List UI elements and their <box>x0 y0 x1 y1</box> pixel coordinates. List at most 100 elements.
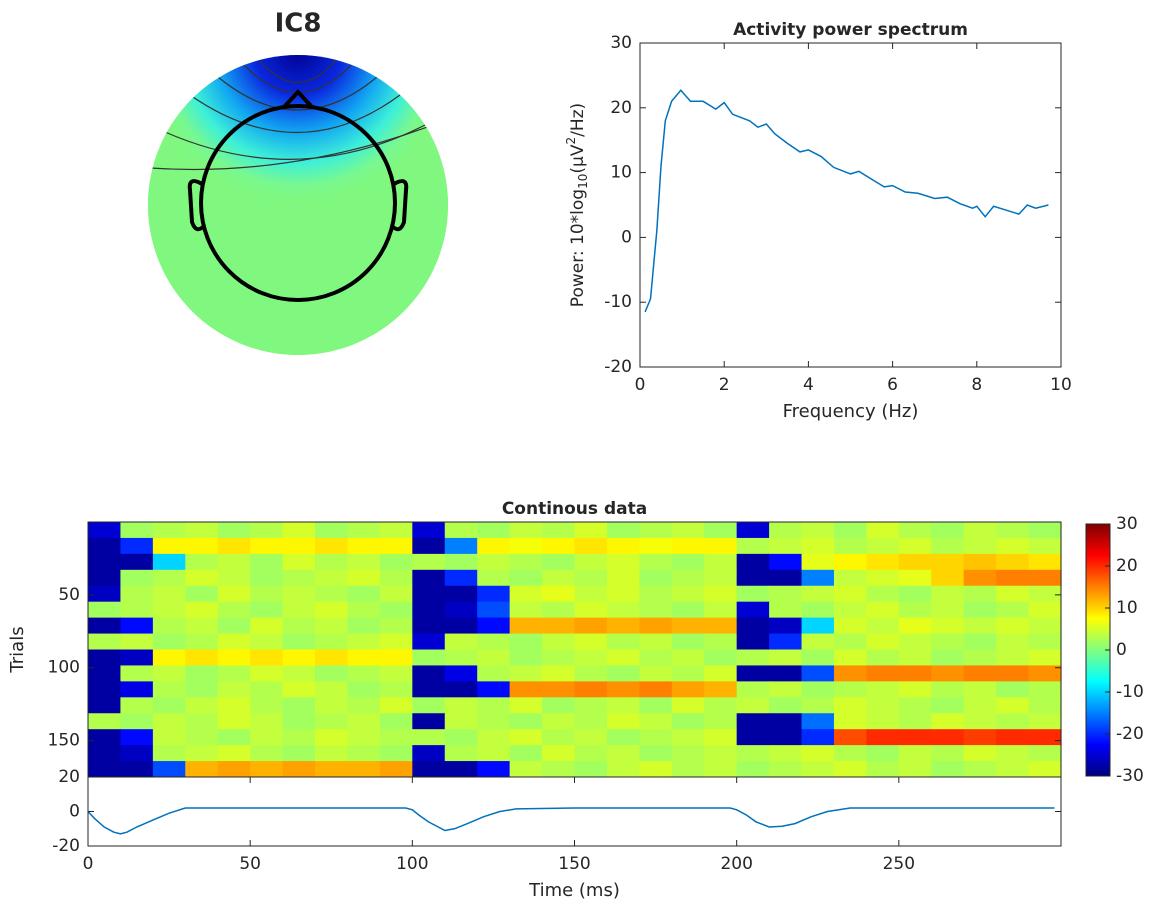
heatmap-cell <box>88 713 122 730</box>
heatmap-cell <box>88 569 122 587</box>
heatmap-cell <box>639 585 673 603</box>
heatmap-cell <box>185 681 219 698</box>
heatmap-cell <box>88 601 122 619</box>
heatmap-cell <box>315 713 349 730</box>
heatmap-cell <box>963 681 997 698</box>
right-ear <box>390 179 409 232</box>
heatmap-cell <box>931 633 965 651</box>
heatmap-cell <box>671 569 705 587</box>
heatmap-cell <box>282 729 316 746</box>
heatmap-cell <box>250 569 284 587</box>
heatmap-cell <box>606 649 640 667</box>
heatmap-cell <box>833 537 867 555</box>
heatmap-cell <box>152 617 186 635</box>
heatmap-cell <box>704 553 738 571</box>
heatmap-cell <box>704 713 738 730</box>
heatmap-cell <box>444 681 478 698</box>
heatmap-cell <box>444 585 478 603</box>
heatmap-cell <box>639 569 673 587</box>
y-tick-label: 20 <box>610 98 632 118</box>
nose <box>282 89 314 109</box>
heatmap-cell <box>250 665 284 682</box>
heatmap-cell <box>574 745 608 762</box>
heatmap-cell <box>801 569 835 587</box>
heatmap-cell <box>250 522 284 539</box>
heatmap-cell <box>963 761 997 778</box>
heatmap-cell <box>574 729 608 746</box>
heatmap-cell <box>185 553 219 571</box>
heatmap-cell <box>963 537 997 555</box>
colorbar-tick-label: 20 <box>1116 556 1138 576</box>
heatmap-cell <box>574 697 608 714</box>
heatmap-cell <box>833 601 867 619</box>
heatmap-cell <box>120 537 154 555</box>
heatmap-cell <box>1028 537 1062 555</box>
heatmap-cell <box>671 665 705 682</box>
heatmap-cell <box>315 697 349 714</box>
heatmap-cell <box>801 601 835 619</box>
heatmap-cell <box>347 617 381 635</box>
heatmap-cell <box>152 729 186 746</box>
heatmap-cell <box>1028 601 1062 619</box>
heatmap-cell <box>185 617 219 635</box>
heatmap-cell <box>574 617 608 635</box>
heatmap-cell <box>315 649 349 667</box>
heatmap-cell <box>509 633 543 651</box>
heatmap-cell <box>477 649 511 667</box>
heatmap-cell <box>606 761 640 778</box>
x-tick-label: 4 <box>803 375 814 395</box>
heatmap-cell <box>833 585 867 603</box>
heatmap-cell <box>282 617 316 635</box>
heatmap-cell <box>931 601 965 619</box>
y-axis-label: Trials <box>7 626 28 673</box>
heatmap-cell <box>996 553 1030 571</box>
heatmap-cell <box>282 585 316 603</box>
heatmap-cell <box>444 569 478 587</box>
heatmap-cell <box>866 633 900 651</box>
heatmap-cell <box>833 729 867 746</box>
heatmap-cell <box>444 729 478 746</box>
heatmap-cell <box>412 729 446 746</box>
axes-background <box>88 777 1061 846</box>
heatmap-cell <box>606 745 640 762</box>
heatmap-cell <box>963 745 997 762</box>
heatmap-cell <box>704 569 738 587</box>
heatmap-cell <box>866 522 900 539</box>
heatmap-cell <box>152 553 186 571</box>
heatmap-cell <box>769 729 803 746</box>
heatmap-cell <box>120 633 154 651</box>
heatmap-cell <box>963 665 997 682</box>
heatmap-cell <box>801 681 835 698</box>
heatmap-cell <box>606 617 640 635</box>
heatmap-cell <box>444 537 478 555</box>
heatmap-cell <box>477 617 511 635</box>
heatmap-cell <box>1028 649 1062 667</box>
heatmap-cell <box>639 537 673 555</box>
heatmap-cell <box>671 601 705 619</box>
heatmap-cell <box>931 761 965 778</box>
heatmap-cell <box>801 729 835 746</box>
heatmap-cell <box>217 569 251 587</box>
heatmap-cell <box>120 601 154 619</box>
heatmap-cell <box>866 553 900 571</box>
heatmap-cell <box>444 617 478 635</box>
heatmap-cell <box>509 569 543 587</box>
heatmap-cell <box>866 665 900 682</box>
heatmap-cell <box>996 745 1030 762</box>
heatmap-cell <box>996 713 1030 730</box>
y-tick-label: -10 <box>604 292 632 312</box>
x-tick-label: 250 <box>883 854 915 874</box>
heatmap-cell <box>120 649 154 667</box>
heatmap-cell <box>736 537 770 555</box>
heatmap-cell <box>769 665 803 682</box>
heatmap-cell <box>379 697 413 714</box>
heatmap-cell <box>769 585 803 603</box>
heatmap-cell <box>1028 713 1062 730</box>
heatmap-cell <box>379 601 413 619</box>
heatmap-cell <box>671 617 705 635</box>
heatmap-cell <box>542 649 576 667</box>
heatmap-cell <box>639 713 673 730</box>
heatmap-cell <box>347 681 381 698</box>
heatmap-cell <box>412 553 446 571</box>
